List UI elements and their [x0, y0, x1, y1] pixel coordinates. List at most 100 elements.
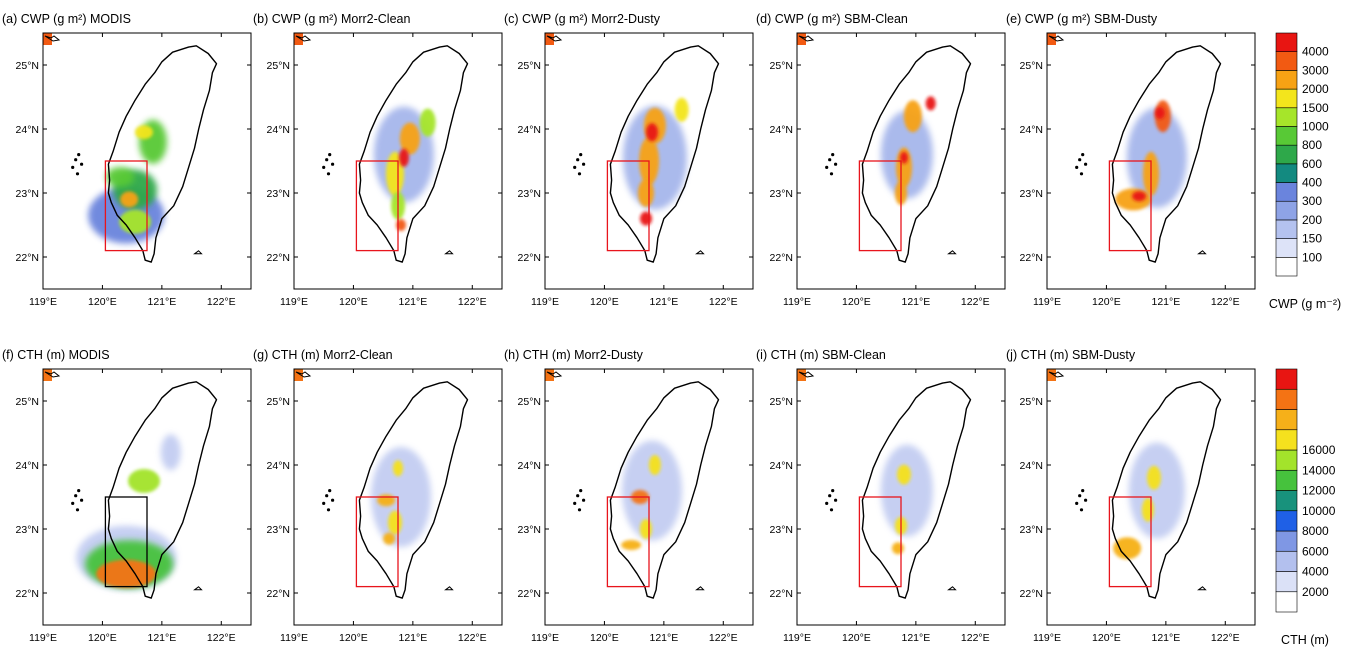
x-tick-label: 120°E: [842, 632, 871, 644]
y-tick-label: 24°N: [16, 124, 39, 136]
corner-cell: [545, 33, 554, 45]
x-tick-label: 122°E: [709, 632, 738, 644]
x-tick-label: 121°E: [398, 632, 427, 644]
y-tick-label: 24°N: [1020, 460, 1043, 472]
colorbar-tick-label: 8000: [1302, 524, 1329, 538]
x-tick-label: 119°E: [783, 632, 811, 644]
y-tick-label: 24°N: [16, 460, 39, 472]
colorbar-label: CWP (g m⁻²): [1269, 297, 1341, 311]
map-frame: [42, 32, 252, 290]
y-tick-label: 25°N: [1020, 396, 1043, 408]
map-panel-bottom-4: (j) CTH (m) SBM-Dusty 119°E 120°E 121°E 122°…: [1006, 348, 1256, 644]
y-tick-label: 24°N: [770, 460, 793, 472]
cloud-field-blob: [897, 464, 911, 485]
x-tick-label: 120°E: [339, 632, 368, 644]
cloud-field-blob: [896, 147, 912, 188]
x-tick-label: 119°E: [1033, 296, 1061, 308]
x-tick-label: 120°E: [1092, 296, 1121, 308]
y-tick-label: 22°N: [770, 252, 793, 264]
analysis-box: [355, 160, 399, 252]
penghu-islands: [44, 35, 203, 255]
cloud-field-blob: [880, 444, 933, 537]
y-tick-label: 24°N: [267, 460, 290, 472]
colorbar-cell: [1275, 144, 1298, 165]
map-panel-bottom-1: (g) CTH (m) Morr2-Clean 119°E 120°E 121°E 12…: [253, 348, 503, 644]
colorbar-cell: [1275, 571, 1298, 593]
y-tick-label: 23°N: [267, 524, 290, 536]
analysis-box: [606, 496, 650, 588]
x-tick-label: 121°E: [398, 296, 427, 308]
x-tick-label: 119°E: [531, 296, 559, 308]
colorbar-cell: [1275, 200, 1298, 221]
y-tick-label: 23°N: [16, 188, 39, 200]
panel-title: (j) CTH (m) SBM-Dusty: [1006, 348, 1136, 362]
cloud-field-blob: [648, 455, 661, 475]
cloud-field-blob: [398, 148, 409, 167]
y-tick-label: 22°N: [267, 252, 290, 264]
colorbar-cell: [1275, 126, 1298, 146]
colorbar-tick-label: 4000: [1302, 565, 1329, 579]
x-tick-label: 122°E: [961, 632, 990, 644]
x-tick-label: 119°E: [531, 632, 559, 644]
y-tick-label: 25°N: [518, 60, 541, 72]
colorbar-tick-label: 12000: [1302, 484, 1336, 498]
panel-title: (h) CTH (m) Morr2-Dusty: [504, 348, 644, 362]
corner-cell: [294, 369, 303, 381]
colorbar-cell: [1275, 32, 1298, 52]
x-tick-label: 119°E: [783, 296, 811, 308]
corner-cell: [294, 33, 303, 45]
y-tick-label: 22°N: [1020, 588, 1043, 600]
map-panel-top-0: (a) CWP (g m²) MODIS 119°E 120°E 121°E 122°E…: [2, 12, 252, 308]
x-tick-label: 121°E: [1151, 296, 1180, 308]
taiwan-coastline: [1111, 381, 1222, 599]
cloud-field-blob: [106, 167, 135, 187]
y-tick-label: 24°N: [770, 124, 793, 136]
colorbar-cell: [1275, 429, 1298, 451]
cth-colorbar: 2000 4000 6000 8000 10000 12000 14000 16000 CTH …: [1275, 368, 1336, 647]
y-tick-label: 22°N: [518, 252, 541, 264]
cloud-field-blob: [120, 191, 139, 208]
corner-cell: [545, 369, 554, 381]
map-panel-bottom-0: (f) CTH (m) MODIS 119°E 120°E 121°E 122°E 22°…: [2, 348, 252, 644]
x-tick-label: 121°E: [901, 632, 930, 644]
taiwan-coastline: [107, 381, 218, 599]
colorbar-tick-label: 1000: [1302, 119, 1329, 133]
cloud-field-blob: [1115, 188, 1152, 211]
cloud-field-blob: [640, 519, 652, 539]
colorbar-cell: [1275, 490, 1298, 512]
corner-cell: [797, 369, 806, 381]
colorbar-cell: [1275, 591, 1298, 613]
colorbar-tick-label: 100: [1302, 250, 1322, 264]
penghu-islands: [546, 371, 705, 591]
analysis-box: [606, 160, 650, 252]
x-tick-label: 120°E: [339, 296, 368, 308]
y-tick-label: 23°N: [16, 524, 39, 536]
colorbar-tick-label: 200: [1302, 213, 1322, 227]
y-tick-label: 23°N: [518, 188, 541, 200]
cloud-field-blob: [1147, 465, 1161, 490]
panel-title: (b) CWP (g m²) Morr2-Clean: [253, 12, 410, 26]
colorbar-label: CTH (m): [1281, 633, 1329, 647]
cloud-field-blob: [1126, 107, 1187, 208]
taiwan-coastline: [609, 45, 720, 263]
taiwan-coastline: [358, 381, 469, 599]
x-tick-label: 122°E: [207, 296, 236, 308]
analysis-box: [858, 160, 902, 252]
cloud-field-blob: [1132, 191, 1147, 202]
y-tick-label: 24°N: [1020, 124, 1043, 136]
x-tick-label: 122°E: [1211, 632, 1240, 644]
x-tick-label: 121°E: [147, 296, 176, 308]
map-frame: [544, 368, 754, 626]
colorbar-tick-label: 4000: [1302, 45, 1329, 59]
x-tick-label: 122°E: [458, 296, 487, 308]
taiwan-coastline: [358, 45, 469, 263]
analysis-box: [104, 496, 148, 588]
colorbar-cell: [1275, 510, 1298, 532]
x-tick-label: 122°E: [961, 296, 990, 308]
penghu-islands: [1048, 371, 1207, 591]
map-frame: [293, 368, 503, 626]
map-panel-top-1: (b) CWP (g m²) Morr2-Clean 119°E 120°E 121°…: [253, 12, 503, 308]
cloud-field-blob: [1113, 537, 1142, 560]
colorbar-cell: [1275, 368, 1298, 390]
panel-title: (d) CWP (g m²) SBM-Clean: [756, 12, 908, 26]
